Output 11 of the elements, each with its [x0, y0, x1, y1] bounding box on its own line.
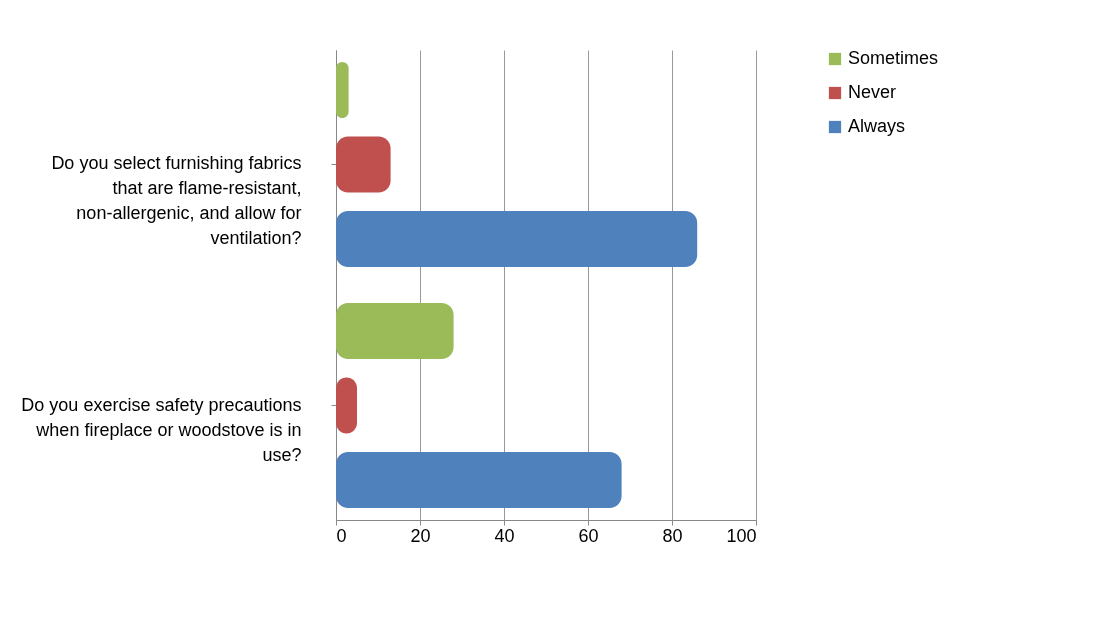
y-tick-label: Do you exercise safety precautions when fireplace or woodstove is in use? — [21, 394, 302, 465]
x-tick-label: 80 — [662, 525, 683, 546]
x-tick-label: 100 — [726, 525, 757, 546]
legend-label: Always — [848, 116, 906, 136]
x-tick-label: 40 — [494, 525, 515, 546]
x-tick-label: 0 — [336, 525, 347, 546]
legend-label: Sometimes — [848, 48, 939, 68]
y-tick-label: Do you select furnishing fabrics that are flame-resistant, non-allergenic, and allow for ventilation? — [51, 153, 302, 249]
x-tick-label: 60 — [578, 525, 599, 546]
legend-label: Never — [848, 82, 897, 102]
x-tick-label: 20 — [410, 525, 431, 546]
